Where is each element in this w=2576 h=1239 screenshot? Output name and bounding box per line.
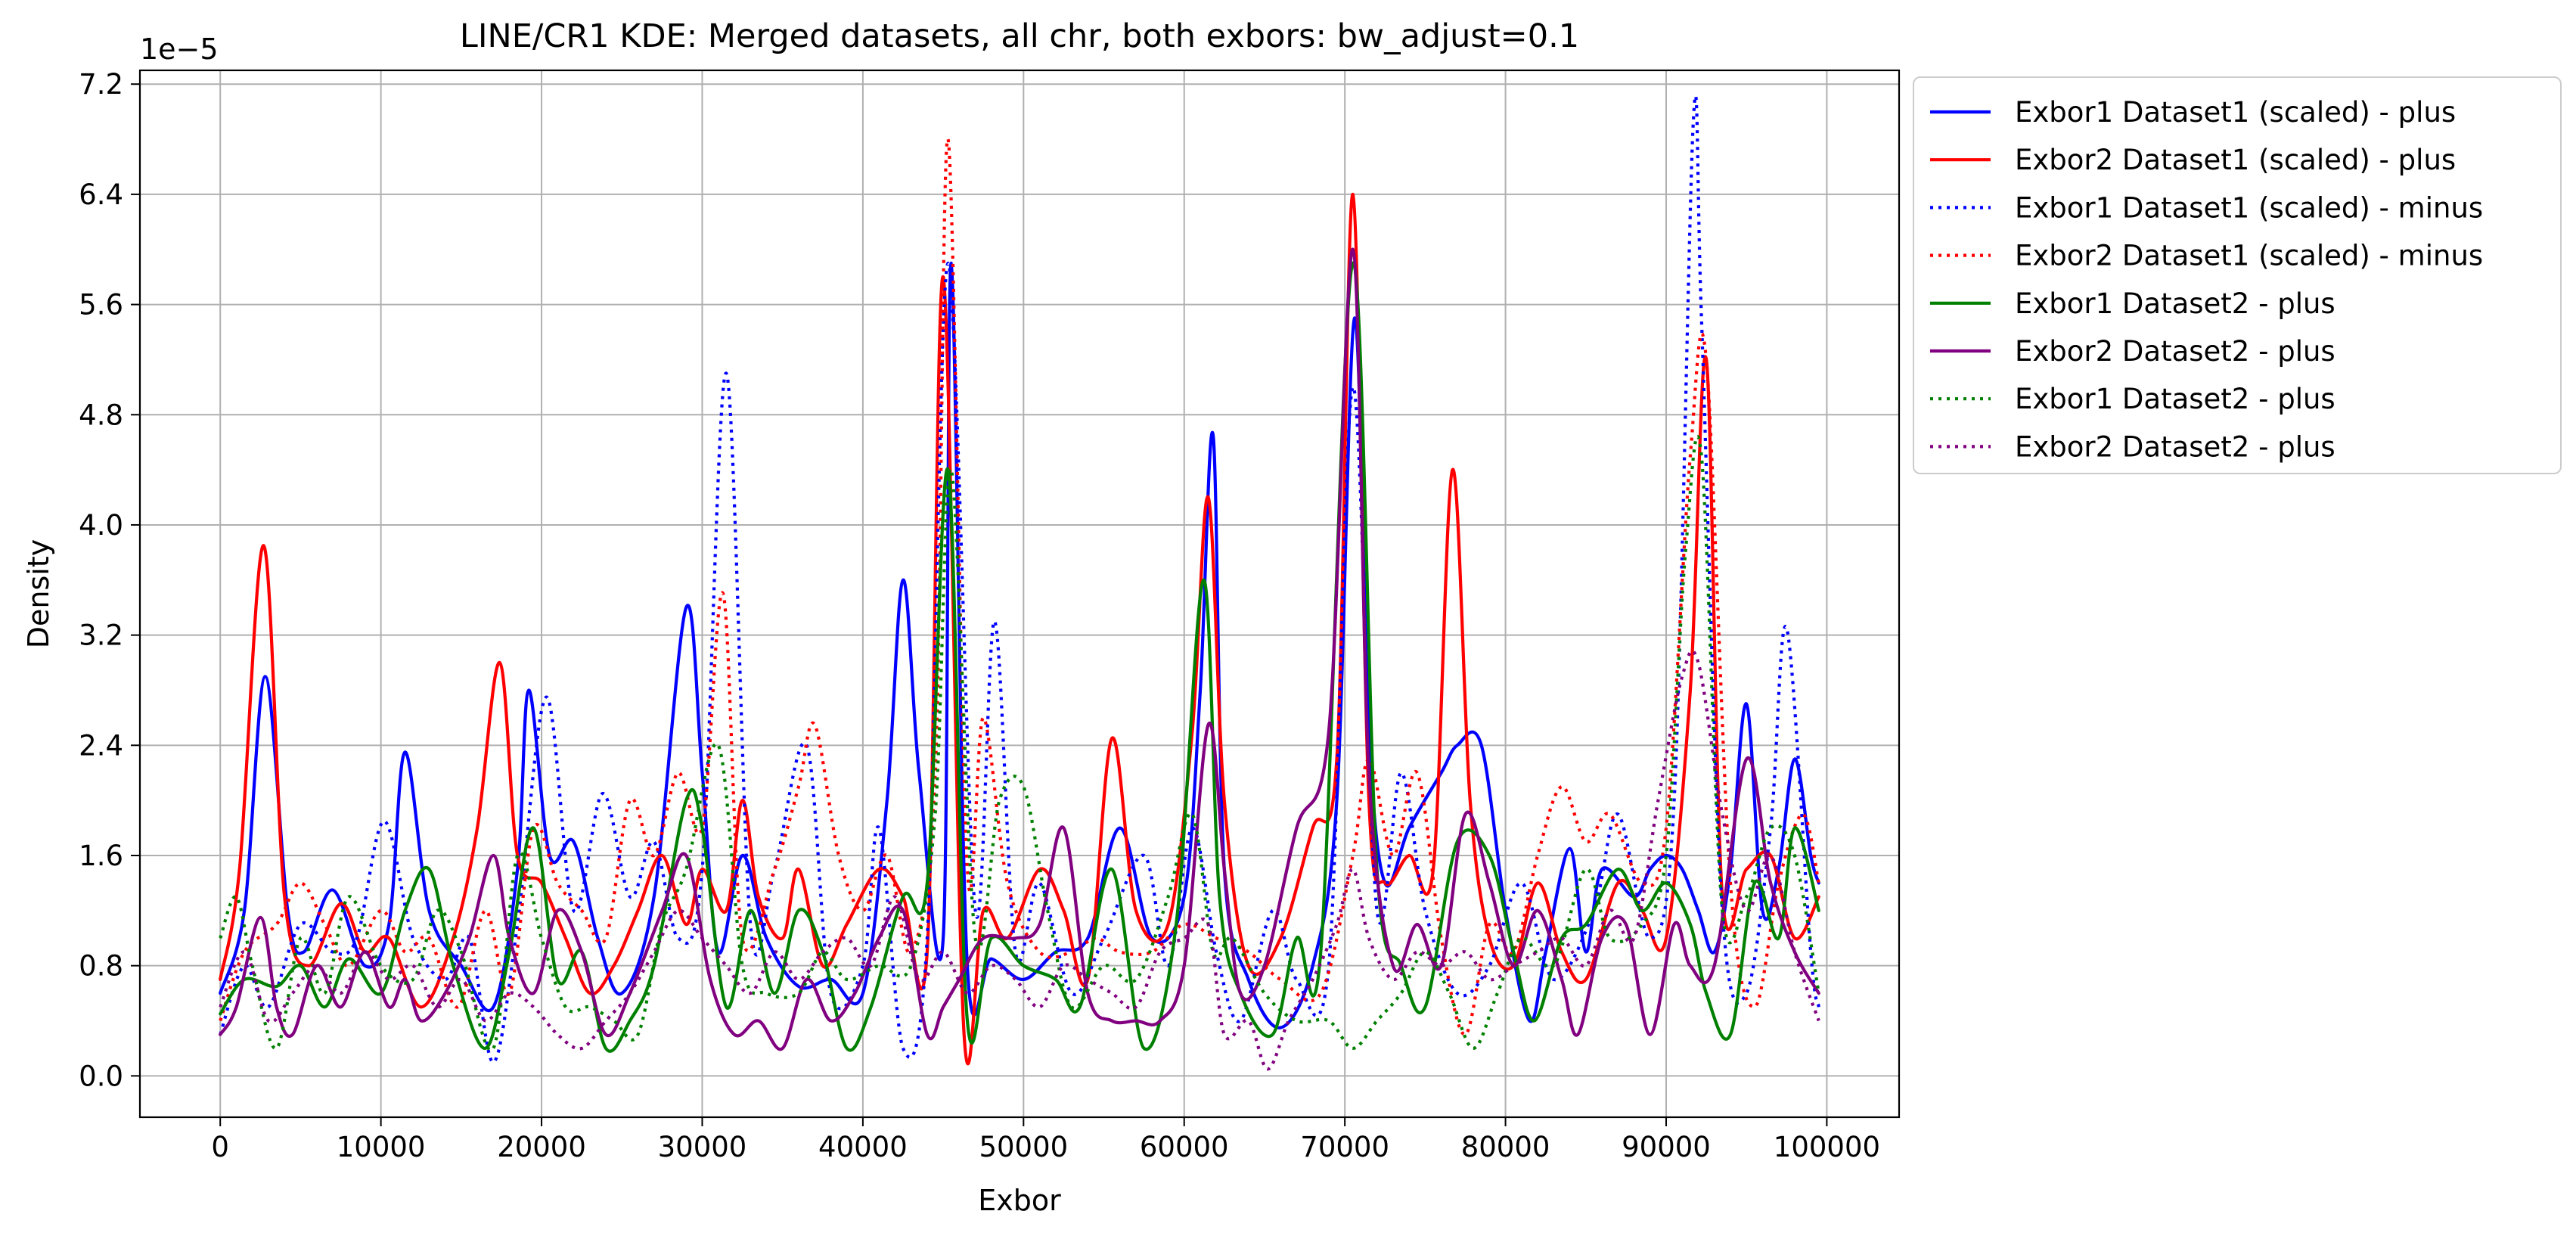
x-tick-label: 70000 [1300, 1131, 1389, 1163]
series-lines [219, 94, 1820, 1071]
x-tick-label: 30000 [658, 1131, 747, 1163]
x-tick-label: 50000 [979, 1131, 1068, 1163]
axes-frame [138, 69, 1901, 1119]
y-offset-label: 1e−5 [140, 33, 219, 66]
x-tick-label: 0 [211, 1131, 229, 1163]
legend-label: Exbor2 Dataset1 (scaled) - plus [2015, 144, 2456, 176]
series-line-3 [219, 94, 1820, 1064]
x-tick-label: 90000 [1622, 1131, 1711, 1163]
y-axis-label: Density [22, 539, 55, 648]
legend-label: Exbor1 Dataset1 (scaled) - plus [2015, 96, 2456, 129]
y-tick-label: 2.4 [79, 729, 123, 762]
y-tick-label: 3.2 [79, 620, 123, 652]
plot-area [219, 94, 1820, 1071]
y-tick-label: 4.8 [79, 399, 123, 431]
chart-title: LINE/CR1 KDE: Merged datasets, all chr, … [460, 17, 1579, 55]
x-tick-label: 60000 [1140, 1131, 1229, 1163]
y-tick-label: 0.8 [79, 950, 123, 983]
y-tick-label: 1.6 [79, 840, 123, 872]
y-tick-label: 0.0 [79, 1060, 123, 1092]
series-line-8 [219, 649, 1820, 1071]
x-tick-label: 100000 [1774, 1131, 1880, 1163]
legend: Exbor1 Dataset1 (scaled) - plus Exbor2 Da… [1913, 76, 2562, 474]
legend-label: Exbor2 Dataset2 - plus [2015, 430, 2335, 463]
y-axis-ticks: 0.0 0.8 1.6 2.4 3.2 4.0 4.8 5.6 6.4 7.2 [79, 68, 140, 1092]
x-tick-label: 10000 [337, 1131, 426, 1163]
legend-label: Exbor2 Dataset1 (scaled) - minus [2015, 240, 2483, 272]
y-tick-label: 4.0 [79, 509, 123, 542]
legend-label: Exbor2 Dataset2 - plus [2015, 335, 2335, 368]
series-line-1 [219, 261, 1820, 1029]
y-tick-label: 6.4 [79, 179, 123, 211]
x-tick-label: 40000 [818, 1131, 908, 1163]
grid-lines [140, 70, 1899, 1117]
x-axis-ticks: 0 10000 20000 30000 40000 50000 60000 70000 8000… [211, 1117, 1880, 1163]
legend-label: Exbor1 Dataset2 - plus [2015, 383, 2335, 415]
x-axis-label: Exbor [978, 1184, 1061, 1217]
y-tick-label: 5.6 [79, 289, 123, 321]
legend-label: Exbor1 Dataset1 (scaled) - minus [2015, 191, 2483, 224]
x-tick-label: 20000 [497, 1131, 586, 1163]
legend-box [1913, 76, 2562, 474]
legend-label: Exbor1 Dataset2 - plus [2015, 287, 2335, 320]
y-tick-label: 7.2 [79, 68, 123, 101]
series-line-6 [219, 247, 1820, 1051]
x-tick-label: 80000 [1461, 1131, 1550, 1163]
